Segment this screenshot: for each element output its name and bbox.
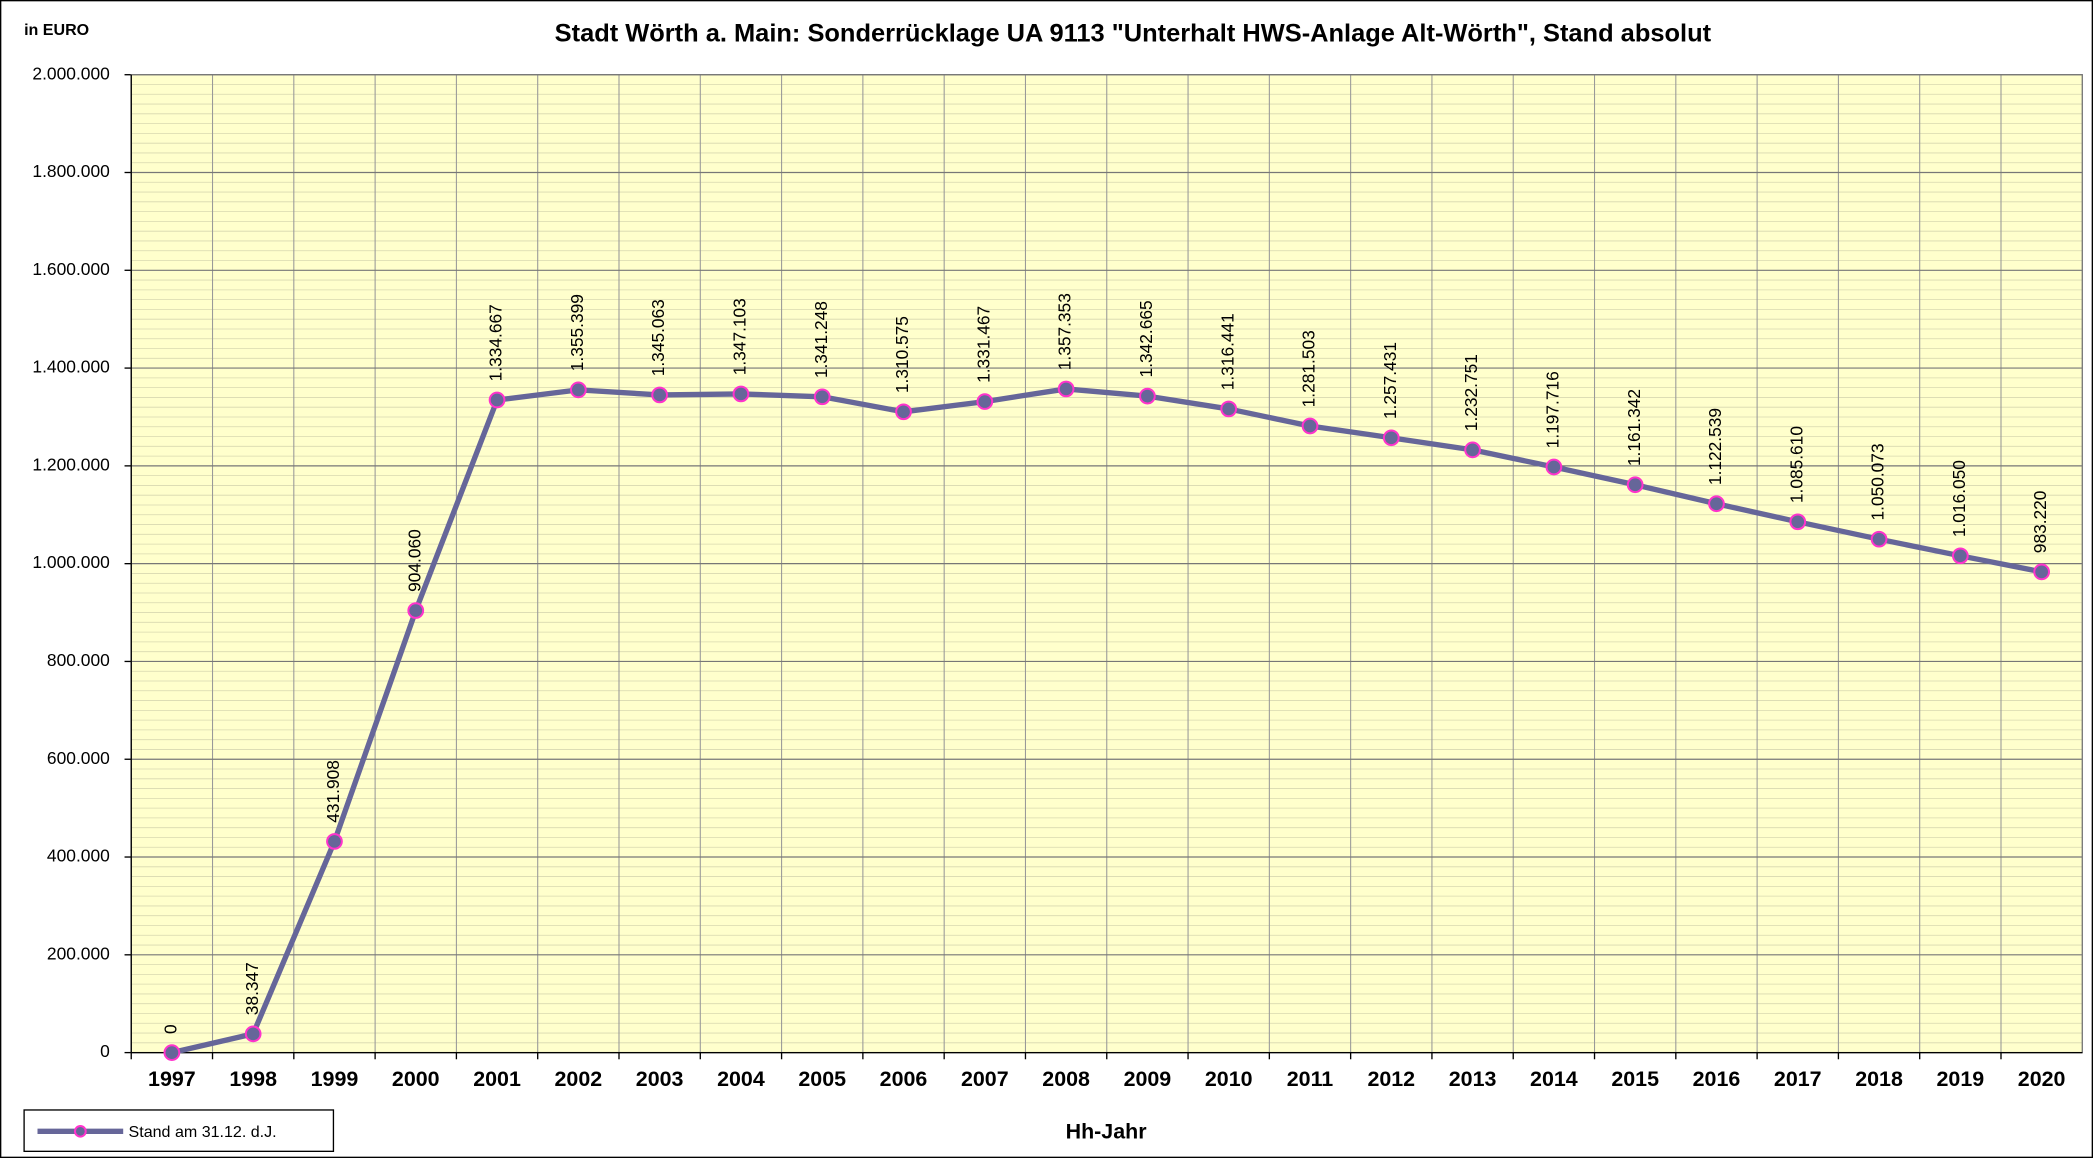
data-label: 38.347 xyxy=(242,962,262,1015)
x-tick-label: 2014 xyxy=(1530,1067,1578,1091)
series-line xyxy=(171,386,2043,1056)
data-label: 1.257.431 xyxy=(1380,342,1400,419)
data-label: 1.122.539 xyxy=(1705,408,1725,485)
x-tick-label: 2001 xyxy=(473,1067,521,1091)
x-tick-label: 2012 xyxy=(1367,1067,1415,1091)
y-tick-label: 1.400.000 xyxy=(32,357,109,377)
x-tick-label: 2011 xyxy=(1287,1067,1334,1091)
x-tick-label: 2018 xyxy=(1855,1067,1903,1091)
data-point xyxy=(244,1025,262,1043)
data-point xyxy=(1870,530,1888,548)
legend-marker xyxy=(73,1124,87,1138)
data-point xyxy=(1464,441,1481,459)
x-tick-label: 2006 xyxy=(880,1067,928,1091)
x-tick-label: 2016 xyxy=(1693,1067,1741,1091)
x-tick-label: 2017 xyxy=(1774,1067,1822,1091)
data-point xyxy=(2033,563,2051,581)
x-tick-label: 1997 xyxy=(148,1067,196,1091)
data-label: 1.197.716 xyxy=(1542,371,1562,448)
y-tick-label: 0 xyxy=(100,1041,110,1061)
data-point xyxy=(895,403,912,421)
data-label: 1.016.050 xyxy=(1949,460,1969,537)
y-tick-label: 1.000.000 xyxy=(32,552,109,572)
x-tick-label: 2013 xyxy=(1449,1067,1497,1091)
data-point xyxy=(1057,380,1075,398)
data-point xyxy=(1220,400,1238,418)
x-tick-label: 2019 xyxy=(1937,1067,1985,1091)
data-point xyxy=(1301,417,1319,435)
x-tick-label: 1998 xyxy=(229,1067,277,1091)
x-tick-label: 2007 xyxy=(961,1067,1009,1091)
y-tick-label: 600.000 xyxy=(47,748,110,768)
x-tick-label: 2004 xyxy=(717,1067,765,1091)
data-label: 1.310.575 xyxy=(892,316,912,393)
x-tick-label: 2000 xyxy=(392,1067,440,1091)
data-label: 1.161.342 xyxy=(1624,389,1644,466)
data-label: 1.347.103 xyxy=(730,298,750,375)
data-point xyxy=(1951,547,1969,565)
data-label: 1.345.063 xyxy=(648,299,668,376)
data-point xyxy=(1789,513,1807,531)
data-point xyxy=(163,1044,181,1061)
data-label: 1.342.665 xyxy=(1136,300,1156,377)
data-point xyxy=(1545,458,1563,476)
data-point xyxy=(1139,387,1156,405)
data-label: 983.220 xyxy=(2030,491,2050,554)
x-tick-label: 2002 xyxy=(555,1067,603,1091)
data-label: 1.334.667 xyxy=(486,304,506,381)
x-tick-label: 2020 xyxy=(2018,1067,2066,1091)
data-label: 1.357.353 xyxy=(1055,293,1075,370)
y-axis-label: in EURO xyxy=(24,21,89,39)
data-point xyxy=(326,833,343,850)
data-label: 1.316.441 xyxy=(1217,313,1237,390)
y-tick-label: 1.600.000 xyxy=(32,259,109,279)
x-tick-label: 2003 xyxy=(636,1067,684,1091)
x-tick-label: 2008 xyxy=(1042,1067,1090,1091)
data-point xyxy=(1626,476,1644,494)
data-point xyxy=(569,381,587,399)
y-tick-label: 800.000 xyxy=(47,650,110,670)
data-point xyxy=(976,393,994,410)
data-point xyxy=(407,602,425,619)
data-point xyxy=(488,391,506,409)
x-axis-label: Hh-Jahr xyxy=(1066,1119,1147,1143)
y-tick-label: 1.200.000 xyxy=(32,454,109,474)
data-label: 1.355.399 xyxy=(567,294,587,371)
data-label: 1.281.503 xyxy=(1299,330,1319,407)
data-point xyxy=(1708,495,1725,513)
data-label: 1.085.610 xyxy=(1786,426,1806,503)
legend-label: Stand am 31.12. d.J. xyxy=(129,1123,277,1141)
y-tick-label: 200.000 xyxy=(47,943,110,963)
data-point xyxy=(651,386,669,404)
data-label: 904.060 xyxy=(404,529,424,592)
x-tick-label: 2015 xyxy=(1611,1067,1659,1091)
y-tick-label: 2.000.000 xyxy=(32,63,109,83)
x-tick-label: 2009 xyxy=(1124,1067,1172,1091)
chart-title: Stadt Wörth a. Main: Sonderrücklage UA 9… xyxy=(555,19,1712,47)
data-label: 1.232.751 xyxy=(1461,354,1481,431)
data-label: 1.341.248 xyxy=(811,301,831,378)
data-label: 0 xyxy=(160,1024,180,1034)
x-tick-label: 2005 xyxy=(798,1067,846,1091)
data-label: 431.908 xyxy=(323,760,343,823)
x-tick-label: 2010 xyxy=(1205,1067,1253,1091)
data-point xyxy=(1382,429,1400,447)
data-label: 1.050.073 xyxy=(1868,443,1888,520)
y-tick-label: 400.000 xyxy=(47,846,110,866)
data-point xyxy=(813,388,831,406)
data-point xyxy=(732,385,750,403)
data-label: 1.331.467 xyxy=(973,306,993,383)
x-tick-label: 1999 xyxy=(311,1067,359,1091)
y-tick-label: 1.800.000 xyxy=(32,161,109,181)
